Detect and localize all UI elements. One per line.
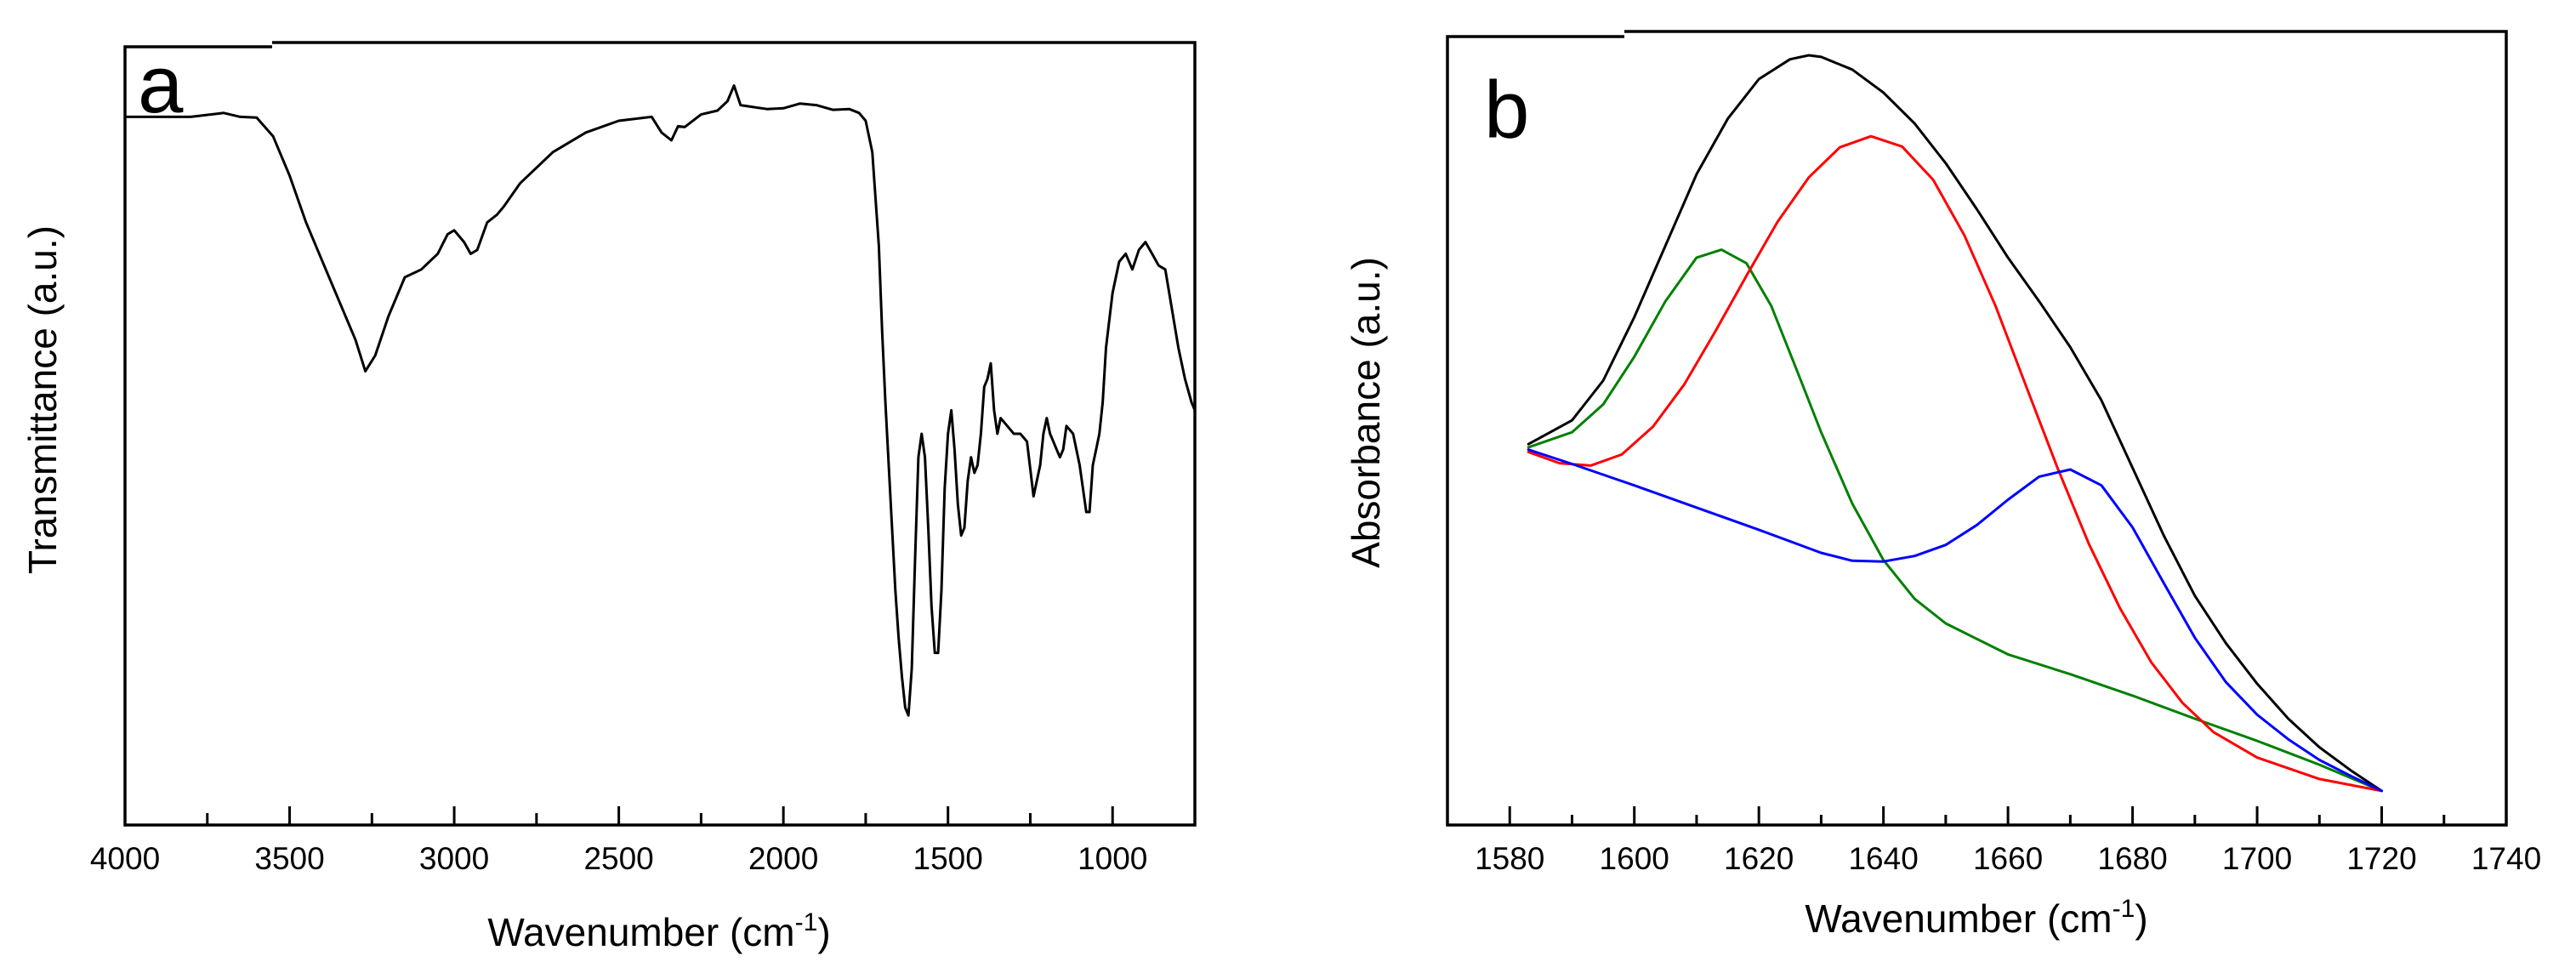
- x-tick-label: 1660: [1973, 841, 2043, 876]
- panel-b-envelope-line: [1527, 54, 2383, 793]
- x-tick-label: 1500: [913, 841, 983, 876]
- x-tick-label: 4000: [90, 841, 160, 876]
- x-tick-label: 1640: [1848, 841, 1918, 876]
- panel-a-y-axis-title: Transmittance (a.u.): [20, 225, 65, 574]
- x-tick-label: 1000: [1078, 841, 1147, 876]
- panel-b-frame: [1446, 30, 2508, 827]
- panel-a-letter: a: [138, 39, 184, 130]
- panel-b-letter: b: [1484, 65, 1529, 156]
- panel-b-x-axis-title-close: ): [2135, 896, 2147, 941]
- panel-a-x-tick-labels: 4000 3500 3000 2500 2000 1500 1000: [90, 841, 1148, 876]
- panel-a-x-ticks: [123, 806, 1197, 825]
- panel-b-band-1614-line: [1527, 248, 2383, 793]
- x-tick-label: 1600: [1600, 841, 1669, 876]
- panel-b-band-1638-line: [1527, 134, 2383, 793]
- panel-b-x-ticks: [1446, 806, 2508, 825]
- x-tick-label: 1720: [2346, 841, 2416, 876]
- panel-a-x-axis-title-close: ): [817, 910, 830, 954]
- panel-b-y-axis-title: Absorbance (a.u.): [1344, 257, 1388, 568]
- x-tick-label: 1580: [1475, 841, 1544, 876]
- panel-b-x-tick-labels: 1580 1600 1620 1640 1660 1680 1700 1720 1740: [1475, 841, 2541, 876]
- x-tick-label: 3000: [419, 841, 489, 876]
- panel-a-x-axis-title: Wavenumber (cm-1): [487, 908, 830, 954]
- panel-b-x-axis-title: Wavenumber (cm-1): [1805, 895, 2147, 941]
- panel-a-frame: [123, 41, 1197, 827]
- panel-b-x-axis-title-main: Wavenumber (cm: [1805, 896, 2112, 941]
- x-tick-label: 3500: [254, 841, 324, 876]
- panel-a-x-axis-title-main: Wavenumber (cm: [487, 910, 794, 954]
- panel-b-x-axis-title-sup: -1: [2113, 895, 2135, 923]
- x-tick-label: 2000: [748, 841, 818, 876]
- panel-a-spectrum-line: [123, 84, 1197, 717]
- x-tick-label: 1620: [1724, 841, 1794, 876]
- panel-b: b 1580 1600 1620 1640 1660 1680 1700 1720 1740 W…: [1344, 30, 2541, 941]
- x-tick-label: 2500: [583, 841, 653, 876]
- panel-b-band-1669-line: [1527, 448, 2383, 793]
- x-tick-label: 1680: [2097, 841, 2167, 876]
- x-tick-label: 1740: [2471, 841, 2541, 876]
- panel-a: a 4000 3500 3000 2500 2000 1500 1000 Wavenumbe…: [20, 39, 1197, 954]
- panel-a-x-axis-title-sup: -1: [795, 908, 818, 936]
- x-tick-label: 1700: [2222, 841, 2292, 876]
